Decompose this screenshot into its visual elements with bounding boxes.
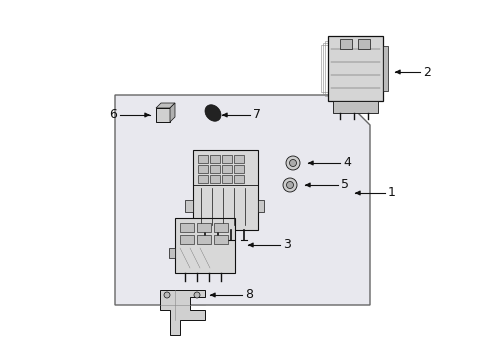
Bar [197,223,211,232]
Circle shape [194,292,200,298]
Bar [383,46,388,91]
Bar [185,200,193,212]
Bar [198,155,208,163]
Text: 7: 7 [253,108,261,122]
Bar [325,41,380,96]
Bar [234,175,244,183]
Bar [323,43,378,94]
Text: 5: 5 [341,179,349,192]
Bar [222,165,232,173]
Bar [180,235,194,244]
Text: 3: 3 [283,238,291,252]
Bar [222,175,232,183]
Bar [175,218,235,273]
Bar [197,235,211,244]
Bar [210,175,220,183]
Bar [169,248,175,258]
Circle shape [287,181,294,189]
Bar [328,36,383,101]
Bar [180,223,194,232]
Polygon shape [160,290,205,335]
Polygon shape [115,95,370,305]
Bar [198,175,208,183]
Bar [358,39,370,49]
Polygon shape [170,103,175,122]
Circle shape [283,178,297,192]
Bar [193,150,258,230]
Bar [234,155,244,163]
Bar [198,165,208,173]
Bar [214,223,228,232]
Bar [321,45,376,92]
Bar [210,155,220,163]
Text: 6: 6 [109,108,117,122]
Bar [214,235,228,244]
Text: 2: 2 [423,66,431,78]
Bar [340,39,352,49]
Bar [258,200,264,212]
Circle shape [286,156,300,170]
Text: 8: 8 [245,288,253,302]
Polygon shape [156,103,175,108]
Polygon shape [205,105,221,121]
Bar [210,165,220,173]
Bar [333,101,378,113]
Bar [222,155,232,163]
Text: 4: 4 [343,157,351,170]
Text: 1: 1 [388,186,396,199]
Bar [156,108,170,122]
Circle shape [164,292,170,298]
Circle shape [290,159,296,166]
Bar [234,165,244,173]
